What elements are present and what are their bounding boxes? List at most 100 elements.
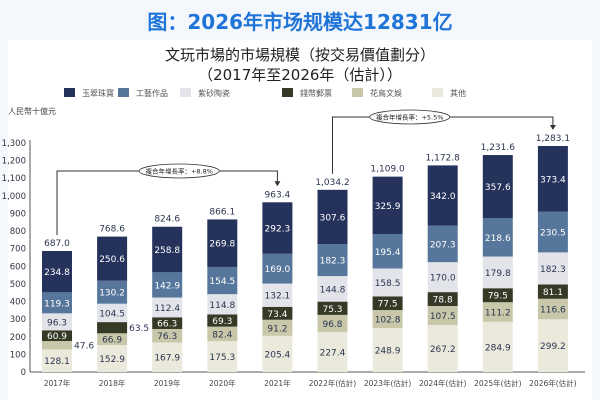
bar-segment xyxy=(152,272,183,298)
data-label: 325.9 xyxy=(375,202,401,212)
x-tick-label: 2019年 xyxy=(154,378,181,388)
y-tick-label: 100 xyxy=(10,350,26,360)
data-label: 47.6 xyxy=(74,342,94,352)
bar-segment xyxy=(482,302,513,322)
data-label: 205.4 xyxy=(265,350,291,360)
data-label: 230.5 xyxy=(540,229,566,239)
bar-segment xyxy=(482,256,513,289)
cagr-label: 複合年增長率：+5.5% xyxy=(376,113,443,122)
data-label: 132.1 xyxy=(265,292,291,302)
data-label: 66.3 xyxy=(157,320,177,330)
data-label: 158.5 xyxy=(375,279,401,289)
bar-segment xyxy=(262,253,293,284)
bar-segment xyxy=(427,305,458,325)
data-label: 170.0 xyxy=(430,274,456,284)
bar-segment xyxy=(262,335,293,372)
bar-segment xyxy=(537,252,568,285)
cagr-bubble xyxy=(369,109,451,125)
data-label: 69.3 xyxy=(212,317,232,327)
data-label: 130.2 xyxy=(99,289,125,299)
headline: 图：2026年市场规模达12831亿 xyxy=(147,10,453,34)
bar-segment xyxy=(152,297,183,318)
data-label: 128.1 xyxy=(44,357,70,367)
data-label: 142.9 xyxy=(154,281,180,291)
data-label: 73.4 xyxy=(267,310,287,320)
total-label: 687.0 xyxy=(44,239,70,249)
chart-title: 文玩市場的市場規模（按交易價值劃分） xyxy=(164,46,435,64)
total-label: 1,034.2 xyxy=(315,178,349,188)
data-label: 96.8 xyxy=(322,320,342,330)
bar-segment xyxy=(97,280,128,304)
bar-segment xyxy=(97,303,128,323)
cagr-bubble xyxy=(138,163,220,179)
data-label: 154.5 xyxy=(209,277,235,287)
legend-label: 紫砂陶瓷 xyxy=(198,88,230,98)
bar-segment xyxy=(372,176,403,235)
data-label: 175.3 xyxy=(209,353,235,363)
bar-segment xyxy=(207,266,238,295)
arrow-down-icon xyxy=(549,124,556,130)
data-label: 307.6 xyxy=(320,213,346,223)
bar-segment xyxy=(97,236,128,281)
data-label: 292.3 xyxy=(265,225,291,235)
y-tick-label: 400 xyxy=(10,298,26,308)
y-tick-label: 1,100 xyxy=(2,174,26,184)
data-label: 182.3 xyxy=(540,265,566,275)
bar-segment xyxy=(427,225,458,263)
data-label: 195.4 xyxy=(375,248,401,258)
data-label: 104.5 xyxy=(99,309,125,319)
y-tick-label: 900 xyxy=(10,209,26,219)
data-label: 102.8 xyxy=(375,316,401,326)
bar-segment xyxy=(537,145,568,212)
y-tick-label: 300 xyxy=(10,315,26,325)
bar-segment xyxy=(317,244,348,277)
data-label: 75.3 xyxy=(322,305,342,315)
data-label: 114.8 xyxy=(209,301,235,311)
total-label: 1,172.8 xyxy=(426,153,461,163)
x-tick-label: 2024年(估計) xyxy=(419,378,467,388)
data-label: 79.5 xyxy=(488,292,508,302)
data-label: 169.0 xyxy=(265,265,291,275)
bar-segment xyxy=(537,319,568,372)
data-label: 119.3 xyxy=(44,299,70,309)
bar-segment xyxy=(537,284,568,299)
bar-segment xyxy=(207,219,238,267)
legend-swatch xyxy=(64,88,75,97)
legend-swatch xyxy=(118,88,129,97)
data-label: 269.8 xyxy=(209,240,235,250)
y-tick-label: 800 xyxy=(10,227,26,237)
data-label: 248.9 xyxy=(375,347,401,357)
cagr-bracket xyxy=(332,116,554,174)
data-label: 250.6 xyxy=(99,255,125,265)
total-label: 1,283.1 xyxy=(536,134,570,144)
data-label: 96.3 xyxy=(47,318,67,328)
bar-segment xyxy=(537,298,568,320)
bar-segment xyxy=(152,317,183,329)
legend-label: 錢幣郵票 xyxy=(300,88,332,98)
data-label: 234.8 xyxy=(44,268,70,278)
y-tick-label: 500 xyxy=(10,280,26,290)
data-label: 91.2 xyxy=(267,324,287,334)
bar-segment xyxy=(42,330,72,342)
data-label: 258.8 xyxy=(154,246,180,256)
bar-segment xyxy=(372,328,403,372)
total-label: 1,231.6 xyxy=(481,143,516,153)
data-label: 78.8 xyxy=(433,296,453,306)
data-label: 373.4 xyxy=(540,175,566,185)
bar-segment xyxy=(427,324,458,372)
x-tick-label: 2025年(估計) xyxy=(474,378,522,388)
bar-segment xyxy=(317,301,348,315)
x-tick-label: 2022年(估計) xyxy=(309,378,357,388)
bar-segment xyxy=(152,226,183,273)
data-label: 144.8 xyxy=(320,285,346,295)
x-tick-label: 2023年(估計) xyxy=(364,378,412,388)
data-label: 66.9 xyxy=(102,336,122,346)
bar-segment xyxy=(317,189,348,245)
data-label: 342.0 xyxy=(430,192,456,202)
bar-segment xyxy=(152,328,183,343)
data-label: 299.2 xyxy=(540,342,566,352)
bar-segment xyxy=(372,310,403,329)
data-label: 107.5 xyxy=(430,312,456,322)
bar-segment xyxy=(42,341,72,350)
